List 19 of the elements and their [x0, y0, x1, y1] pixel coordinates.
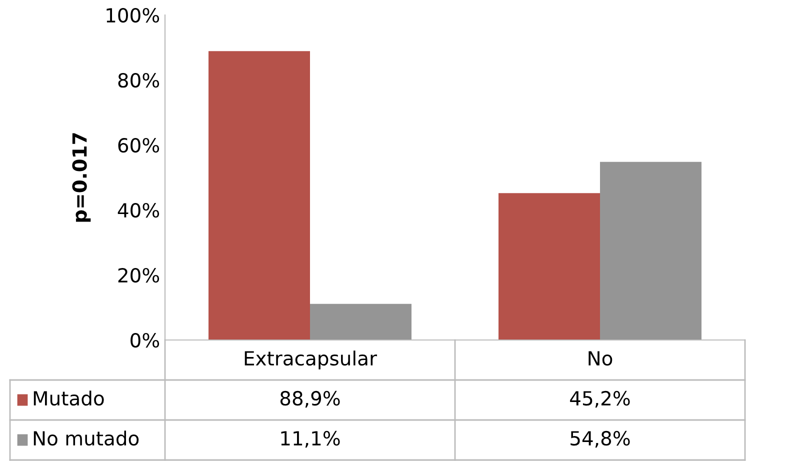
- x-tick-label: No: [588, 351, 612, 366]
- y-tick-label: 0%: [130, 332, 160, 348]
- y-tick-label: 60%: [118, 138, 160, 153]
- bar: [600, 162, 702, 340]
- y-tick-label: 20%: [118, 268, 160, 283]
- y-tick-label: 100%: [106, 8, 160, 23]
- legend-label: No mutado: [34, 430, 139, 446]
- bar: [208, 51, 310, 340]
- legend-label: Mutado: [34, 390, 104, 406]
- bar: [498, 193, 600, 340]
- data-label: 45,2%: [570, 390, 630, 408]
- y-tick-label: 80%: [118, 72, 160, 88]
- data-label: 88,9%: [280, 390, 340, 408]
- x-tick-label: Extracapsular: [244, 350, 378, 370]
- data-label: 54,8%: [570, 430, 630, 448]
- data-label: 11,1%: [281, 430, 340, 448]
- y-axis-title: p=0.017: [72, 133, 91, 222]
- bar: [310, 304, 412, 340]
- y-tick-label: 40%: [118, 202, 160, 218]
